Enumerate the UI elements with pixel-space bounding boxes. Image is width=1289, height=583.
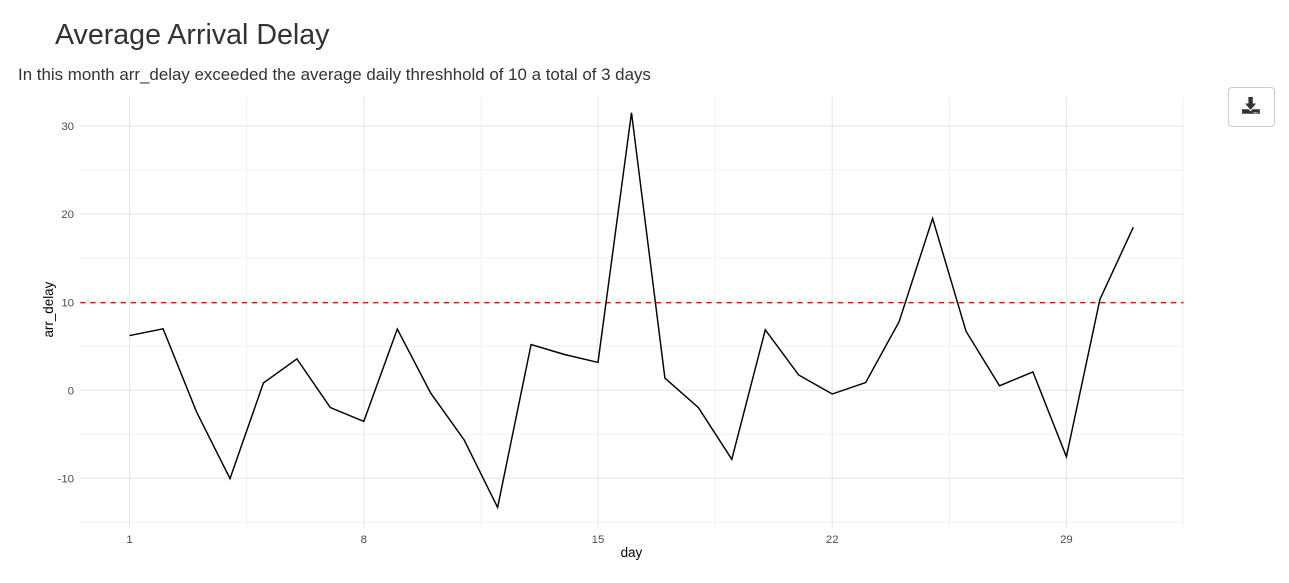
- svg-text:day: day: [621, 545, 643, 560]
- svg-text:0: 0: [68, 385, 74, 397]
- svg-text:10: 10: [61, 297, 74, 309]
- svg-text:15: 15: [592, 534, 605, 546]
- svg-text:8: 8: [361, 534, 367, 546]
- svg-text:20: 20: [61, 209, 74, 221]
- svg-text:22: 22: [826, 534, 839, 546]
- svg-text:arr_delay: arr_delay: [41, 281, 56, 337]
- svg-text:1: 1: [126, 534, 132, 546]
- svg-text:30: 30: [61, 121, 74, 133]
- svg-text:29: 29: [1060, 534, 1073, 546]
- svg-text:-10: -10: [58, 474, 74, 486]
